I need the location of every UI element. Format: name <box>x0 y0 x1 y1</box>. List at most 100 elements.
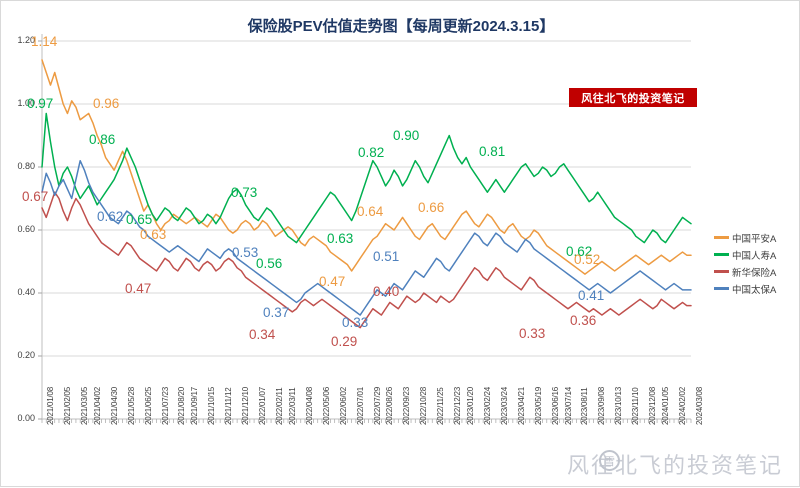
x-axis-tick-label: 2022/04/08 <box>304 386 314 425</box>
x-axis-tick-label: 2022/11/25 <box>436 387 446 425</box>
data-point-label: 0.36 <box>570 313 597 328</box>
series-lines <box>41 59 692 329</box>
series-line-2 <box>41 191 692 329</box>
data-point-label: 0.53 <box>232 245 259 260</box>
x-axis-tick-label: 2021/08/20 <box>177 386 187 425</box>
x-axis-tick-label: 2023/08/11 <box>580 387 590 425</box>
data-point-label: 0.66 <box>418 200 445 215</box>
data-point-label: 0.56 <box>256 256 283 271</box>
x-axis-tick-label: 2021/01/08 <box>46 386 55 425</box>
data-point-label: 0.62 <box>566 244 593 259</box>
data-point-label: 0.63 <box>327 231 354 246</box>
legend-color-swatch <box>714 270 729 273</box>
data-point-label: 0.29 <box>331 334 358 349</box>
x-axis-tick-label: 2023/11/10 <box>631 387 641 425</box>
x-axis-tick-label: 2021/11/12 <box>224 387 234 425</box>
x-axis-tick-label: 2021/06/25 <box>143 386 153 425</box>
x-axis-tick-label: 2023/01/20 <box>465 386 475 425</box>
data-point-label: 0.41 <box>578 288 605 303</box>
x-axis-tick-label: 2023/06/16 <box>550 386 560 425</box>
x-axis-tick-label: 2022/07/29 <box>372 386 382 425</box>
data-point-label: 0.64 <box>357 204 384 219</box>
x-axis-tick-label: 2022/05/06 <box>321 386 331 425</box>
data-point-label: 0.52 <box>574 252 601 267</box>
x-axis-tick-label: 2024/02/02 <box>678 386 688 425</box>
x-axis-tick-label: 2023/12/08 <box>648 386 658 425</box>
x-axis-tick-label: 2021/07/23 <box>160 386 170 425</box>
data-point-label: 0.33 <box>342 315 369 330</box>
series-line-3 <box>41 159 692 316</box>
legend-item-2[interactable]: 新华保险A <box>714 263 800 280</box>
chart-legend: 中国平安A 中国人寿A 新华保险A 中国太保A <box>714 229 800 297</box>
data-point-label: 0.90 <box>393 128 420 143</box>
y-axis-tick-label: 0.60 <box>17 224 35 234</box>
x-axis-tick-label: 2024/01/05 <box>661 386 671 425</box>
data-point-label: 0.81 <box>479 144 506 159</box>
data-point-label: 0.40 <box>373 284 400 299</box>
data-point-label: 0.51 <box>373 249 400 264</box>
x-axis-tick-label: 2023/04/21 <box>516 386 526 425</box>
data-point-label: 0.34 <box>249 327 276 342</box>
data-point-label: 0.86 <box>89 132 116 147</box>
y-axis-tick-label: 0.80 <box>17 161 35 171</box>
legend-item-1[interactable]: 中国人寿A <box>714 246 800 263</box>
y-axis-tick-label: 1.20 <box>17 35 35 45</box>
legend-item-0[interactable]: 中国平安A <box>714 229 800 246</box>
legend-color-swatch <box>714 253 729 256</box>
y-axis-tick-label: 0.20 <box>17 350 35 360</box>
x-axis-tick-label: 2023/10/13 <box>614 386 624 425</box>
data-point-label: 0.33 <box>519 326 546 341</box>
x-axis-tick-label: 2022/03/11 <box>287 387 297 425</box>
data-point-label: 0.73 <box>231 185 258 200</box>
data-point-label: 0.65 <box>126 212 153 227</box>
data-point-label: 0.47 <box>319 274 346 289</box>
x-axis-tick-label: 2021/09/17 <box>190 386 200 425</box>
legend-item-3[interactable]: 中国太保A <box>714 280 800 297</box>
x-axis-tick-label: 2021/03/05 <box>79 386 89 425</box>
x-axis-tick-label: 2023/02/24 <box>482 386 492 425</box>
legend-label: 中国太保A <box>732 284 777 296</box>
x-axis-tick-label: 2023/05/19 <box>533 386 543 425</box>
data-point-label: 0.37 <box>263 305 290 320</box>
x-axis-tick-label: 2022/02/11 <box>275 387 285 425</box>
x-axis-tick-label: 2021/12/10 <box>241 386 251 425</box>
axes <box>41 34 691 420</box>
data-point-label: 0.96 <box>93 96 120 111</box>
legend-label: 中国平安A <box>732 233 777 245</box>
legend-label: 新华保险A <box>732 267 777 279</box>
data-point-label: 0.62 <box>97 209 124 224</box>
data-point-label: 0.82 <box>358 145 385 160</box>
x-axis-tick-label: 2024/03/08 <box>695 386 704 425</box>
y-axis-tick-label: 0.40 <box>17 287 35 297</box>
data-point-label: 0.63 <box>140 227 167 242</box>
x-axis-tick-label: 2023/07/14 <box>563 386 573 425</box>
series-line-1 <box>41 112 692 244</box>
y-axis-tick-label: 0.00 <box>17 413 35 423</box>
legend-color-swatch <box>714 287 729 290</box>
x-axis-tick-label: 2023/03/24 <box>499 386 509 425</box>
y-axis-tick-label: 1.00 <box>17 98 35 108</box>
legend-color-swatch <box>714 236 729 239</box>
x-axis-tick-label: 2021/04/30 <box>109 386 119 425</box>
x-axis-tick-label: 2022/10/28 <box>419 386 429 425</box>
data-point-label: 1.14 <box>31 34 58 49</box>
x-axis-tick-label: 2022/12/23 <box>453 386 463 425</box>
legend-label: 中国人寿A <box>732 250 777 262</box>
data-point-label: 0.47 <box>125 281 152 296</box>
xueqiu-logo-icon: 雪 <box>599 450 620 471</box>
x-axis-tick-label: 2022/01/07 <box>258 386 268 425</box>
axis-ticks <box>38 40 692 423</box>
x-axis-tick-label: 2023/09/08 <box>597 386 607 425</box>
author-banner: 风往北飞的投资笔记 <box>569 88 697 107</box>
x-axis-tick-label: 2022/08/26 <box>385 386 395 425</box>
x-axis-tick-label: 2021/04/02 <box>92 386 102 425</box>
x-axis-tick-label: 2021/10/15 <box>207 386 217 425</box>
x-axis-tick-label: 2021/02/05 <box>62 386 72 425</box>
x-axis-tick-label: 2022/06/02 <box>338 386 348 425</box>
x-axis-tick-label: 2022/09/23 <box>402 386 412 425</box>
page-title: 保险股PEV估值走势图【每周更新2024.3.15】 <box>247 18 555 35</box>
x-axis-tick-label: 2022/07/01 <box>355 386 365 425</box>
data-point-label: 0.97 <box>27 96 54 111</box>
